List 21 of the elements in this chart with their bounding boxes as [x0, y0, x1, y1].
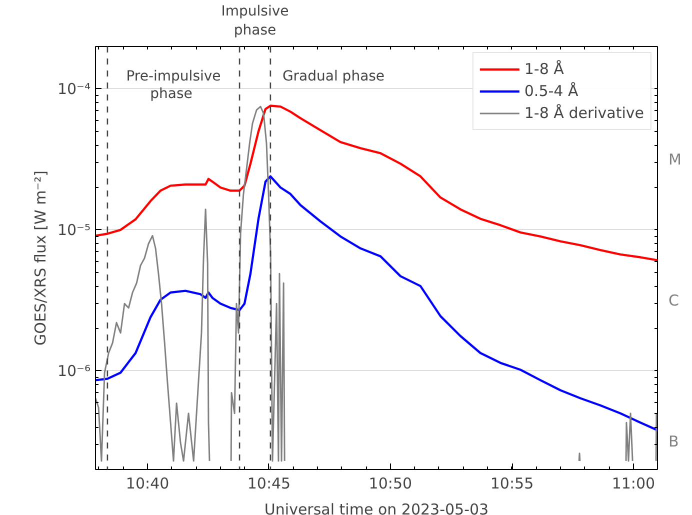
legend-label: 0.5-4 Å	[524, 82, 578, 100]
x-tick-label: 10:50	[368, 474, 412, 492]
x-tick-label: 10:55	[490, 474, 534, 492]
y-tick-label: 10⁻⁵	[57, 220, 91, 239]
text: M	[668, 150, 682, 168]
annotation: Gradual phase	[282, 68, 385, 84]
text: C	[668, 291, 679, 310]
y-tick-label: 10⁻⁴	[57, 80, 91, 98]
legend-label: 1-8 Å	[524, 60, 564, 78]
y-axis-title: GOES/XRS flux [W m⁻²]	[31, 170, 50, 346]
x-tick-label: 11:00	[612, 474, 656, 492]
x-tick-label: 10:45	[247, 474, 291, 492]
line-series	[96, 104, 658, 262]
x-tick-label: 10:40	[126, 474, 170, 492]
line-series	[96, 175, 658, 432]
legend-label: 1-8 Å derivative	[524, 104, 644, 122]
annotation: Pre-impulsive phase	[126, 68, 221, 102]
text: Impulsive phase	[221, 3, 289, 38]
y-tick-label: 10⁻⁶	[57, 362, 91, 380]
x-axis-title: Universal time on 2023-05-03	[264, 500, 489, 515]
text: B	[668, 432, 679, 450]
